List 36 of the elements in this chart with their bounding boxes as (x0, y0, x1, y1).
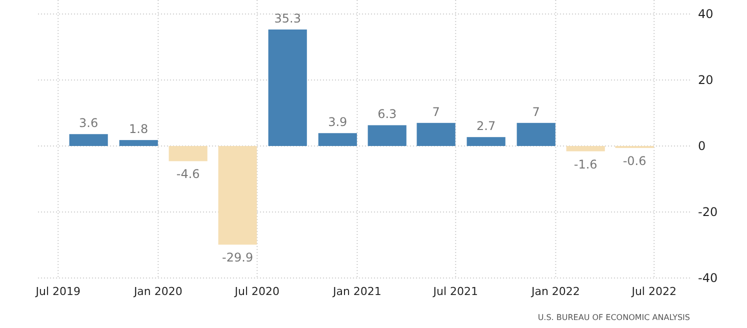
bar (318, 133, 357, 146)
data-label: 3.9 (328, 115, 348, 130)
y-tick-label: 20 (698, 73, 714, 88)
data-label: -4.6 (176, 167, 200, 182)
text: U.S. BUREAU OF ECONOMIC ANALYSIS (538, 313, 690, 322)
bar (368, 125, 406, 146)
data-label: -0.6 (622, 154, 646, 168)
data-label: 7 (532, 104, 540, 119)
y-tick-label: -20 (698, 205, 718, 220)
x-tick-label: Jul 2019 (34, 285, 81, 298)
data-label: 2.7 (476, 119, 496, 134)
y-tick-label: 0 (698, 139, 706, 154)
bar (466, 137, 506, 146)
data-label: -29.9 (222, 250, 254, 265)
x-tick-label: Jan 2021 (332, 285, 382, 298)
data-label: 35.3 (274, 12, 301, 26)
x-tick-label: Jul 2022 (630, 285, 676, 298)
bar (566, 146, 605, 152)
bar (416, 122, 456, 146)
x-tick-label: Jan 2020 (132, 285, 182, 298)
x-tick-label: Jan 2022 (530, 285, 580, 298)
bar (168, 146, 208, 162)
bar (516, 122, 556, 146)
data-label: 1.8 (129, 122, 148, 136)
x-tick-label: Jul 2020 (234, 285, 280, 298)
data-label: 3.6 (79, 116, 98, 130)
data-label: 7 (432, 104, 440, 119)
bar (119, 140, 158, 146)
x-tick-label: Jul 2021 (432, 285, 478, 298)
data-label: 6.3 (378, 107, 397, 122)
y-tick-label: -40 (698, 271, 718, 286)
bar (218, 146, 257, 245)
bar (268, 30, 307, 146)
bar (69, 134, 108, 146)
y-tick-label: 40 (698, 7, 714, 22)
data-label: -1.6 (574, 157, 598, 172)
